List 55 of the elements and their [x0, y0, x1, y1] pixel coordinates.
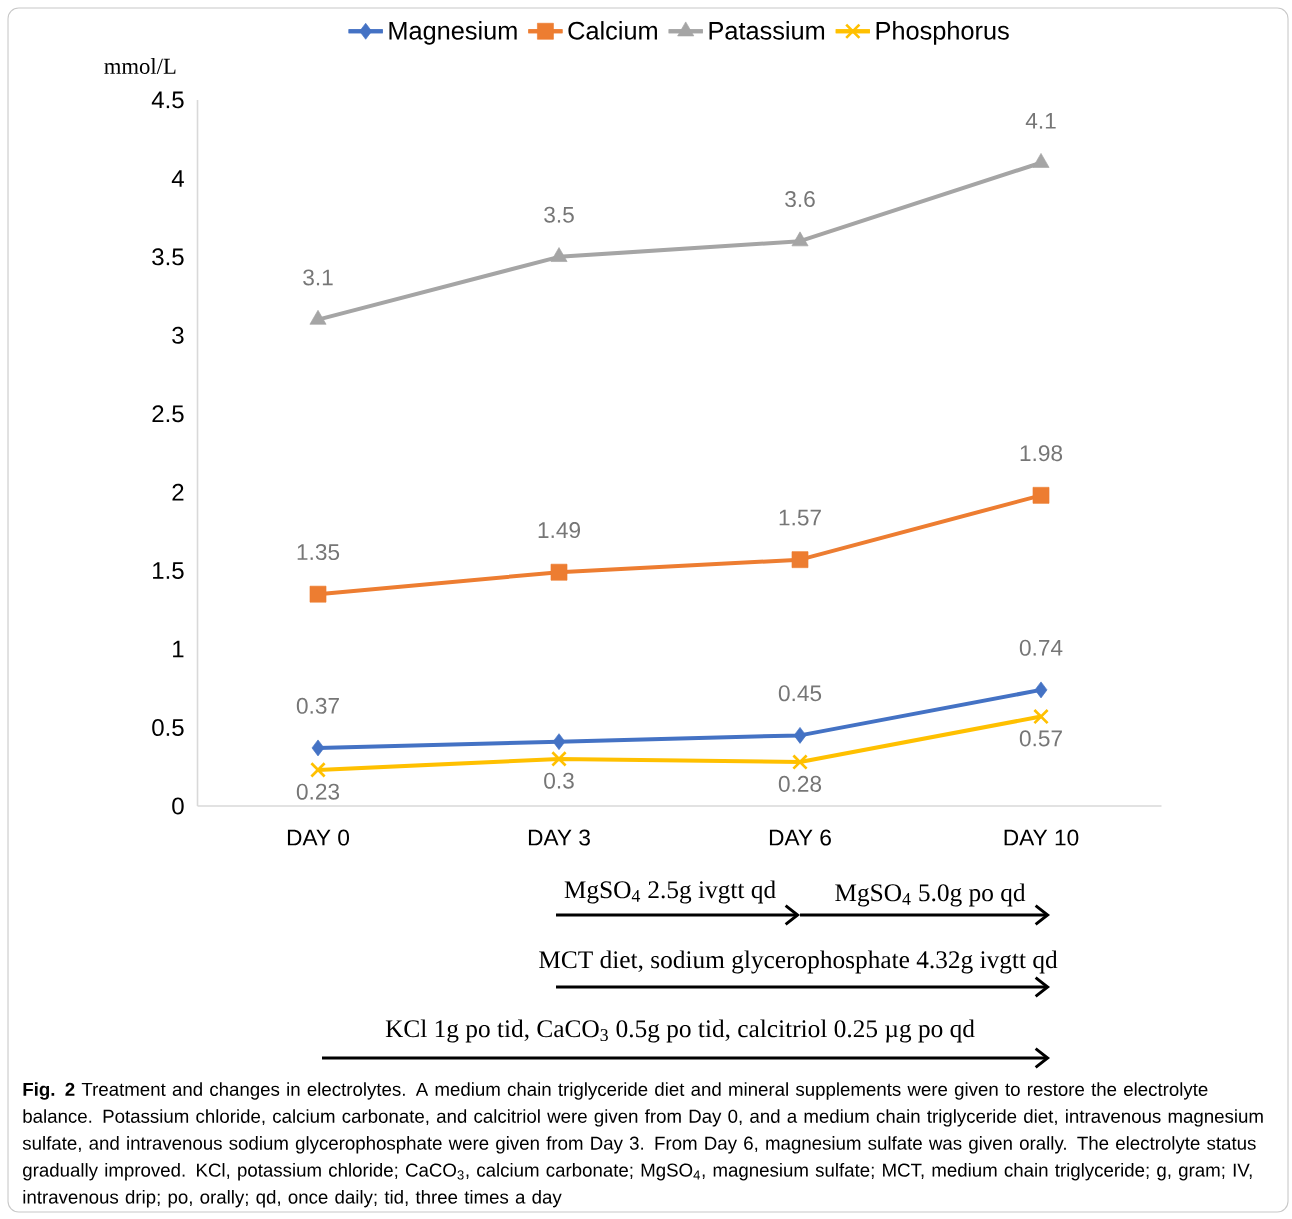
data-label: 0.57 — [1019, 730, 1062, 747]
point — [309, 585, 327, 603]
point — [311, 739, 325, 757]
data-label: 0.28 — [778, 775, 822, 792]
data-label: 0.3 — [544, 772, 574, 789]
data-label: 0.23 — [296, 783, 340, 800]
point — [792, 754, 808, 770]
text: Fig. 2 Treatment and changes in electrolytes. A medium chain triglyceride diet and mineral supplements were given to restore the electrolyte balance. Potassium chloride, calcium carbonate, and calcitriol were given from Day 0, and a medium chain triglyceride diet, intravenous magnesium sulfate, and intravenous sodium glycerophosphate were given from Day 3. From Day 6, magnesium sulfate was given orally. The electrolyte status gradually improved. KCl, potassium chloride; CaCO$_{3}$, calcium carbonate; MgSO$_{4}$, magnesium sulfate; MCT, medium chain triglyceride; g, gram; IV, intravenous drip; po, orally; qd, once daily; tid, three times a day — [22, 1082, 1263, 1208]
y-tick-label: 4.5 — [151, 91, 184, 109]
point — [1032, 153, 1050, 168]
point — [551, 750, 567, 767]
data-label: 1.35 — [297, 544, 340, 561]
data-label: 1.49 — [538, 522, 580, 539]
legend-label: Patassium — [709, 21, 825, 40]
point — [309, 309, 327, 325]
data-label: 4.1 — [1025, 113, 1056, 129]
y-tick-label: 4 — [171, 170, 184, 187]
y-tick-label: 2 — [172, 483, 184, 501]
data-label: 3.5 — [544, 206, 574, 223]
y-tick-label: 2.5 — [152, 405, 184, 423]
y-tick-label: 3 — [172, 326, 184, 344]
legend-label: Phosphorus — [876, 21, 1009, 45]
x-tick-label: DAY 10 — [1004, 829, 1079, 846]
x-tick-label: DAY 0 — [287, 829, 350, 846]
y-tick-label: 0 — [172, 797, 184, 815]
legend-label: Calcium — [568, 21, 657, 40]
data-label: 1.57 — [779, 509, 821, 526]
point — [550, 563, 568, 581]
point — [1033, 708, 1049, 725]
data-label: 3.6 — [785, 191, 815, 208]
point — [1034, 681, 1048, 699]
data-label: 0.45 — [778, 685, 822, 702]
data-label: 0.74 — [1019, 639, 1063, 656]
text: MgSO$_{4}$ 5.0g po qd — [835, 883, 1026, 907]
point — [550, 247, 568, 262]
y-axis-title: mmol/L — [104, 57, 176, 74]
text: MCT diet, sodium glycerophosphate 4.32g ivgtt qd — [539, 950, 1058, 974]
y-tick-label: 3.5 — [152, 248, 184, 266]
x-tick-label: DAY 3 — [528, 829, 590, 846]
point — [552, 733, 566, 750]
data-label: 1.98 — [1020, 445, 1063, 462]
point — [793, 727, 807, 744]
data-label: 0.37 — [296, 697, 339, 714]
point — [791, 231, 809, 247]
x-tick-label: DAY 6 — [769, 829, 831, 846]
y-tick-label: 1 — [173, 640, 184, 658]
text: MgSO$_{4}$ 2.5g ivgtt qd — [564, 880, 776, 904]
point — [310, 761, 326, 778]
y-tick-label: 1.5 — [153, 562, 184, 580]
text: KCl 1g po tid, CaCO$_{3}$ 0.5g po tid, calcitriol 0.25 µg po qd — [385, 1019, 975, 1043]
point — [1032, 487, 1050, 504]
data-label: 3.1 — [303, 269, 333, 286]
legend-label: Magnesium — [389, 21, 517, 45]
y-tick-label: 0.5 — [152, 719, 184, 737]
point — [791, 551, 809, 569]
